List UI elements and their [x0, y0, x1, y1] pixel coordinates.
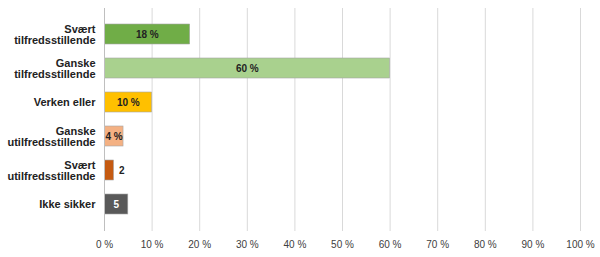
svg-text:Sværttilfredsstillende: Sværttilfredsstillende — [14, 23, 96, 46]
svg-text:5: 5 — [114, 199, 120, 210]
svg-text:60 %: 60 % — [379, 239, 402, 250]
svg-text:50 %: 50 % — [331, 239, 354, 250]
svg-text:90 %: 90 % — [522, 239, 545, 250]
svg-text:Gansketilfredsstillende: Gansketilfredsstillende — [14, 57, 95, 80]
svg-text:80 %: 80 % — [474, 239, 497, 250]
svg-text:70 %: 70 % — [426, 239, 449, 250]
svg-text:Ikke sikker: Ikke sikker — [39, 198, 96, 210]
svg-text:4 %: 4 % — [105, 131, 122, 142]
svg-text:10 %: 10 % — [141, 239, 164, 250]
svg-text:0 %: 0 % — [96, 239, 113, 250]
svg-text:10 %: 10 % — [117, 97, 140, 108]
svg-text:100 %: 100 % — [566, 239, 594, 250]
svg-text:30 %: 30 % — [236, 239, 259, 250]
svg-text:18 %: 18 % — [136, 29, 159, 40]
svg-text:20 %: 20 % — [188, 239, 211, 250]
svg-text:40 %: 40 % — [284, 239, 307, 250]
svg-text:Ganskeutilfredsstillende: Ganskeutilfredsstillende — [7, 125, 95, 148]
svg-text:Verken eller: Verken eller — [34, 96, 96, 108]
svg-text:2: 2 — [119, 165, 125, 176]
svg-text:Sværtutilfredsstillende: Sværtutilfredsstillende — [7, 159, 95, 182]
svg-text:60 %: 60 % — [236, 63, 259, 74]
